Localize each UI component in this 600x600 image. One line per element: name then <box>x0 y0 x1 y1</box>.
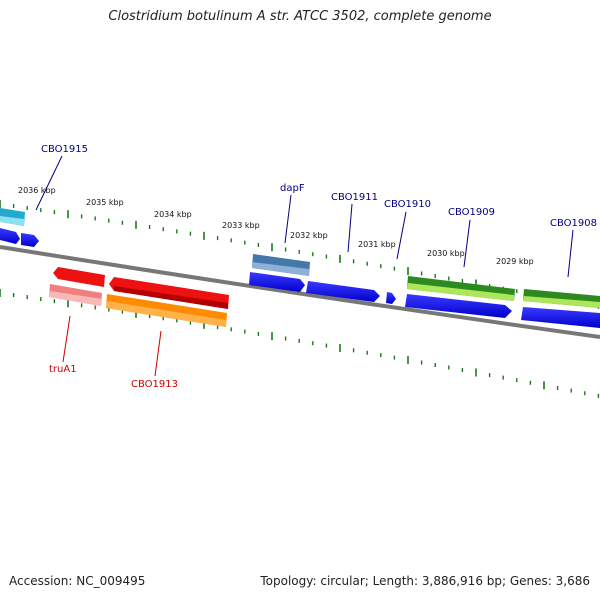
map-title: Clostridium botulinum A str. ATCC 3502, … <box>108 9 492 24</box>
scale-label: 2034 kbp <box>154 210 192 219</box>
label-leaders-lower <box>62 315 162 377</box>
feature-bar-cyan <box>0 216 24 226</box>
scale-label: 2032 kbp <box>290 231 328 240</box>
scale-label: 2031 kbp <box>358 240 396 249</box>
feature-bar-pink-shade <box>49 291 102 306</box>
feature-bar-orange-shade <box>106 301 226 327</box>
gene-label-cbo1913: CBO1913 <box>131 379 178 390</box>
gene-label-cbo1910: CBO1910 <box>384 199 431 210</box>
accession-text: Accession: NC_009495 <box>9 574 146 588</box>
cds-arrow <box>405 294 512 318</box>
label-leaders-upper <box>35 155 574 278</box>
feature-bar-red-shade <box>114 286 228 309</box>
scale-label: 2035 kbp <box>86 198 124 207</box>
gene-label-trua1: truA1 <box>49 364 77 375</box>
gene-label-dapf: dapF <box>280 183 305 194</box>
genome-backbone <box>0 245 600 339</box>
gene-label-cbo1911: CBO1911 <box>331 192 378 203</box>
cds-arrow <box>306 281 380 302</box>
feature-track-upper <box>0 208 600 308</box>
scale-label: 2033 kbp <box>222 221 260 230</box>
scale-label: 2036 kbp <box>18 186 56 195</box>
feature-bar-lightgreen <box>523 296 600 308</box>
cds-forward-track <box>0 228 600 328</box>
cds-arrow <box>249 272 305 292</box>
gene-label-cbo1908: CBO1908 <box>550 218 597 229</box>
feature-bar-steelblue <box>252 262 309 276</box>
feature-bar-lightgreen <box>407 283 514 301</box>
cds-arrow <box>521 307 600 328</box>
feature-bar-red <box>53 267 105 287</box>
genome-summary-text: Topology: circular; Length: 3,886,916 bp… <box>260 574 590 588</box>
cds-arrow <box>21 233 39 247</box>
gene-label-cbo1909: CBO1909 <box>448 207 495 218</box>
lower-scale-ticks <box>0 289 600 398</box>
upper-scale-ticks <box>0 200 600 309</box>
feature-track-lower <box>49 267 229 327</box>
scale-label: 2030 kbp <box>427 249 465 258</box>
scale-label: 2029 kbp <box>496 257 534 266</box>
cds-arrow <box>0 228 20 244</box>
gene-label-cbo1915: CBO1915 <box>41 144 88 155</box>
cds-arrow <box>386 292 396 304</box>
